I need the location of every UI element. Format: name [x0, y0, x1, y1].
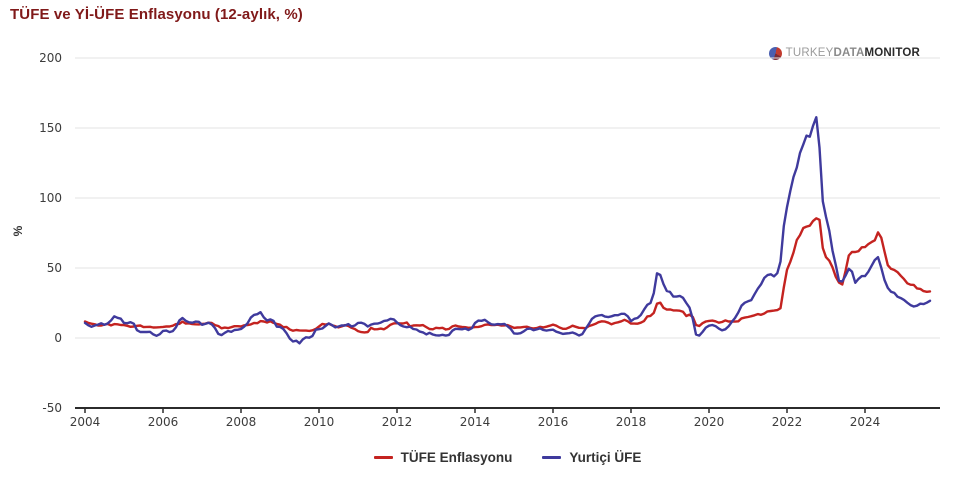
x-tick-label-2024: 2024 [850, 415, 881, 429]
y-tick-label--50: -50 [42, 401, 62, 415]
x-tick-label-2018: 2018 [616, 415, 647, 429]
legend-label: TÜFE Enflasyonu [400, 450, 513, 465]
x-tick-label-2022: 2022 [772, 415, 803, 429]
x-tick-label-2012: 2012 [382, 415, 413, 429]
y-tick-label-150: 150 [39, 121, 62, 135]
legend-item-tufe[interactable]: TÜFE Enflasyonu [373, 450, 513, 465]
chart-legend: TÜFE Enflasyonu Yurtiçi ÜFE [75, 450, 940, 465]
logo-text-monitor: MONITOR [864, 47, 920, 59]
y-tick-label-0: 0 [54, 331, 62, 345]
turkeydatamonitor-logo: TURKEYDATAMONITOR [768, 46, 920, 60]
x-tick-label-2006: 2006 [148, 415, 179, 429]
logo-text-data: DATA [833, 47, 865, 59]
y-tick-label-50: 50 [47, 261, 62, 275]
y-tick-label-200: 200 [39, 51, 62, 65]
logo-text-turkey: TURKEY [785, 47, 834, 59]
x-tick-label-2004: 2004 [70, 415, 101, 429]
x-tick-label-2016: 2016 [538, 415, 569, 429]
ufe-line [83, 115, 932, 345]
x-tick-label-2010: 2010 [304, 415, 335, 429]
logo-text: TURKEYDATAMONITOR [786, 47, 920, 59]
x-tick-label-2008: 2008 [226, 415, 257, 429]
legend-item-ufe[interactable]: Yurtiçi ÜFE [542, 450, 641, 465]
tufe-line [83, 217, 932, 334]
legend-label: Yurtiçi ÜFE [569, 450, 642, 465]
y-tick-label-100: 100 [39, 191, 62, 205]
x-tick-label-2020: 2020 [694, 415, 725, 429]
pie-globe-icon [768, 46, 782, 60]
legend-swatch-icon [542, 456, 562, 459]
x-tick-label-2014: 2014 [460, 415, 491, 429]
legend-swatch-icon [373, 456, 393, 459]
page-title: TÜFE ve Yİ-ÜFE Enflasyonu (12-aylık, %) [10, 6, 303, 23]
